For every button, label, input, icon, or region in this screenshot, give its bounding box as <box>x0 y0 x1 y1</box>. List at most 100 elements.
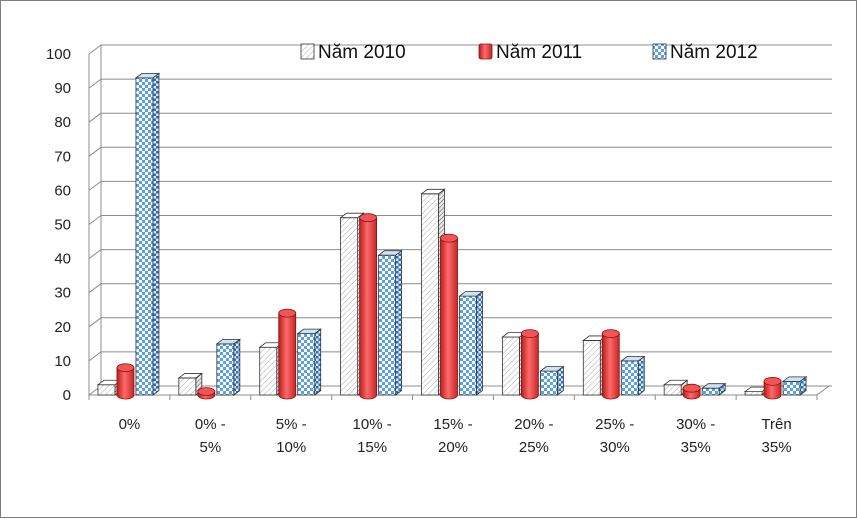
legend: Năm 2010 Năm 2011 Năm 2012 <box>300 42 758 63</box>
cylinder-top <box>440 233 458 243</box>
bar-top <box>215 338 242 345</box>
legend-swatch <box>478 43 493 60</box>
bar <box>458 290 484 396</box>
cylinder-body <box>520 333 539 400</box>
bar-front <box>340 217 359 396</box>
bar-front <box>216 343 235 396</box>
y-tick-label: 30 <box>54 285 71 302</box>
legend-entry: Năm 2010 <box>300 42 406 63</box>
y-tick-label: 50 <box>54 217 71 234</box>
bar-top <box>296 328 322 335</box>
bar-side <box>233 338 241 396</box>
y-tick-label: 40 <box>54 251 71 268</box>
cylinder-top <box>197 387 216 396</box>
gridline-wall <box>88 249 102 260</box>
bar <box>177 372 204 396</box>
cylinder-body <box>116 367 135 400</box>
x-tick-label: 5% -10% <box>276 416 307 456</box>
bar-front <box>378 254 397 396</box>
bar <box>763 376 782 400</box>
gridline-wall <box>88 317 102 328</box>
cylinder-body <box>440 237 458 400</box>
bar <box>215 338 242 396</box>
bar <box>278 308 297 400</box>
x-tick-label: 10% -15% <box>353 416 392 456</box>
x-tick-label: 0% <box>119 416 141 433</box>
gridline-wall <box>88 44 102 55</box>
bar-front <box>421 193 439 396</box>
bar-top <box>700 383 727 389</box>
cylinder-top <box>278 308 297 318</box>
legend-label: Năm 2010 <box>318 42 406 63</box>
cylinder-top <box>763 376 782 386</box>
legend-entry: Năm 2012 <box>652 42 758 63</box>
gridline-wall <box>88 112 102 123</box>
bar-side <box>637 355 645 396</box>
cylinder-body <box>278 312 297 400</box>
bar-front <box>259 346 278 396</box>
bar-front <box>663 384 682 396</box>
bar-top <box>458 291 484 297</box>
y-tick-label: 70 <box>54 148 71 165</box>
bar <box>520 329 539 400</box>
y-tick-label: 20 <box>54 319 71 336</box>
bar-front <box>782 380 801 396</box>
gridline-wall <box>88 283 102 294</box>
bar <box>601 329 620 400</box>
gridline-wall <box>88 351 102 362</box>
bar-top <box>662 379 689 386</box>
bar-front <box>459 295 477 396</box>
bar-side <box>152 72 160 396</box>
x-tick-label: 30% -35% <box>676 416 715 456</box>
x-tick-label: 15% -20% <box>433 416 472 456</box>
y-tick-label: 80 <box>54 114 71 131</box>
bar-side <box>314 328 322 396</box>
bar-front <box>178 377 197 396</box>
x-tick-label: 20% -25% <box>514 416 553 456</box>
bar <box>682 383 701 400</box>
cylinder-top <box>116 363 135 373</box>
floor-right-edge <box>816 385 830 396</box>
bar-front <box>539 370 558 396</box>
cylinder-top <box>359 213 378 223</box>
bar-front <box>501 336 520 396</box>
gridline-wall <box>88 215 102 225</box>
y-tick-label: 0 <box>63 387 71 404</box>
gridline-wall <box>88 78 102 89</box>
bar <box>620 355 646 396</box>
bar <box>539 365 565 396</box>
bar-top <box>539 366 565 372</box>
bar <box>197 387 216 400</box>
bar <box>359 213 378 400</box>
bar-front <box>135 77 154 396</box>
legend-swatch <box>652 43 667 60</box>
bar <box>781 376 808 396</box>
bar-top <box>134 72 161 79</box>
gridline-wall <box>88 146 102 157</box>
legend-swatch <box>300 43 315 60</box>
legend-entry: Năm 2011 <box>478 42 582 63</box>
bar-top <box>177 373 204 379</box>
gridline-wall <box>88 180 102 191</box>
bar-front <box>744 391 763 396</box>
bar-top <box>339 212 365 219</box>
bar-front <box>582 340 601 396</box>
cylinder-body <box>359 217 378 400</box>
y-tick-label: 90 <box>54 80 71 97</box>
x-tick-label: 0% -5% <box>195 416 226 456</box>
bar <box>296 328 322 396</box>
bar-top <box>781 376 808 382</box>
bar-top <box>620 355 646 362</box>
y-tick-label: 10 <box>54 353 71 370</box>
bar <box>116 363 135 400</box>
cylinder-top <box>601 329 620 339</box>
cylinder-body <box>601 333 620 400</box>
axes: 0 10 20 30 40 50 60 70 80 90 100 0% 0% -5% 5% -10% 10%… <box>46 45 830 456</box>
cylinder-body <box>763 380 782 400</box>
bar <box>440 233 458 400</box>
bar-side <box>476 290 483 396</box>
bar-front <box>701 387 720 396</box>
legend-label: Năm 2012 <box>670 42 758 63</box>
